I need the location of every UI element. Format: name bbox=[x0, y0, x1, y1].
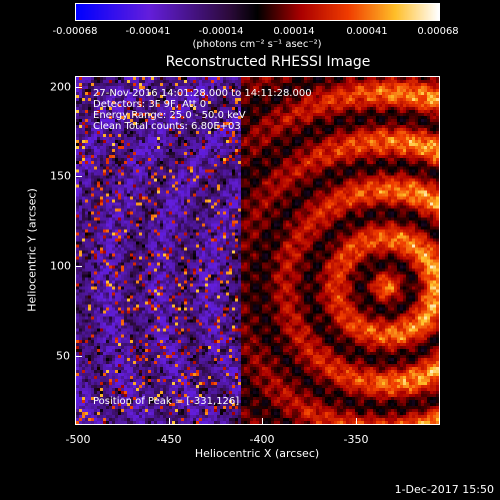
plot-title: Reconstructed RHESSI Image bbox=[165, 54, 371, 70]
y-tickmark bbox=[75, 87, 82, 88]
footer-date: 1-Dec-2017 15:50 bbox=[394, 483, 494, 496]
colorbar-tick-label: -0.00068 bbox=[52, 26, 98, 37]
x-tickmark bbox=[262, 418, 263, 425]
y-tickmark bbox=[75, 356, 82, 357]
info-counts: Clean Total counts: 6.80E+03 bbox=[93, 121, 241, 132]
colorbar-units: (photons cm⁻² s⁻¹ asec⁻²) bbox=[192, 39, 322, 50]
x-tick-label: -350 bbox=[343, 433, 369, 446]
info-time-range: 27-Nov-2016 14:01:28.000 to 14:11:28.000 bbox=[93, 88, 312, 99]
x-tickmark bbox=[356, 418, 357, 425]
x-tick-label: -500 bbox=[65, 433, 91, 446]
x-axis-label: Heliocentric X (arcsec) bbox=[194, 447, 320, 460]
y-tick-label: 200 bbox=[50, 80, 71, 94]
y-tickmark bbox=[75, 176, 82, 177]
y-tick-label: 50 bbox=[56, 349, 70, 363]
y-tick-label: 100 bbox=[50, 259, 71, 273]
y-tick-label: 150 bbox=[50, 169, 71, 183]
info-detectors: Detectors: 3F 9F, Att 0 bbox=[93, 99, 207, 110]
y-axis-label: Heliocentric Y (arcsec) bbox=[25, 188, 39, 312]
x-tickmark bbox=[75, 418, 76, 425]
rhessi-image bbox=[76, 77, 439, 424]
image-frame bbox=[75, 76, 440, 425]
colorbar-tick-label: -0.00041 bbox=[125, 26, 171, 37]
colorbar-tick-label: 0.00068 bbox=[417, 26, 459, 37]
colorbar-tick-label: 0.00041 bbox=[346, 26, 388, 37]
info-energy-range: Energy Range: 25.0 - 50.0 keV bbox=[93, 110, 246, 121]
x-tick-label: -450 bbox=[156, 433, 182, 446]
colorbar-tick-label: 0.00014 bbox=[273, 26, 315, 37]
peak-position: Position of Peak = [-331,126] bbox=[93, 396, 240, 407]
colorbar bbox=[75, 3, 440, 21]
colorbar-tick-label: -0.00014 bbox=[198, 26, 244, 37]
x-tickmark bbox=[169, 418, 170, 425]
y-tickmark bbox=[75, 266, 82, 267]
x-tick-label: -400 bbox=[249, 433, 275, 446]
